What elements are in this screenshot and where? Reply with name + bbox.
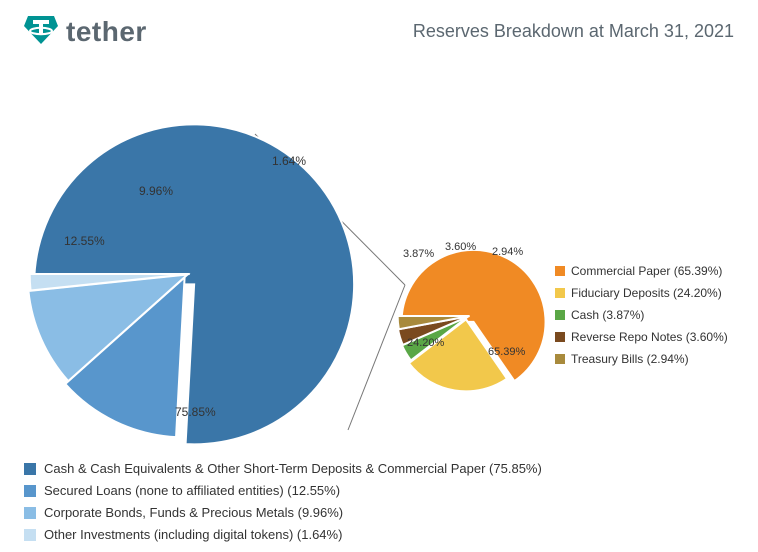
sub-legend-item-2: Cash (3.87%) xyxy=(555,304,728,326)
legend-swatch-icon xyxy=(24,529,36,541)
main-legend-item-0: Cash & Cash Equivalents & Other Short-Te… xyxy=(24,458,542,480)
main-pie-legend: Cash & Cash Equivalents & Other Short-Te… xyxy=(24,458,542,546)
legend-label: Fiduciary Deposits (24.20%) xyxy=(571,282,722,304)
legend-swatch-icon xyxy=(555,288,565,298)
legend-label: Corporate Bonds, Funds & Precious Metals… xyxy=(44,502,343,524)
legend-swatch-icon xyxy=(555,310,565,320)
legend-label: Secured Loans (none to affiliated entiti… xyxy=(44,480,340,502)
legend-swatch-icon xyxy=(24,485,36,497)
header: tether Reserves Breakdown at March 31, 2… xyxy=(24,14,734,49)
sub-legend-item-4: Treasury Bills (2.94%) xyxy=(555,348,728,370)
legend-swatch-icon xyxy=(555,266,565,276)
main-legend-item-1: Secured Loans (none to affiliated entiti… xyxy=(24,480,542,502)
connector-line-bottom xyxy=(348,285,405,430)
main-pie-label-3: 1.64% xyxy=(272,154,306,168)
main-legend-item-3: Other Investments (including digital tok… xyxy=(24,524,542,546)
legend-label: Other Investments (including digital tok… xyxy=(44,524,342,546)
legend-label: Reverse Repo Notes (3.60%) xyxy=(571,326,728,348)
sub-pie-label-4: 2.94% xyxy=(492,246,523,258)
main-legend-item-2: Corporate Bonds, Funds & Precious Metals… xyxy=(24,502,542,524)
legend-swatch-icon xyxy=(24,463,36,475)
main-pie-label-0: 75.85% xyxy=(175,405,216,419)
sub-legend-item-0: Commercial Paper (65.39%) xyxy=(555,260,728,282)
sub-legend-item-1: Fiduciary Deposits (24.20%) xyxy=(555,282,728,304)
sub-pie-label-2: 3.87% xyxy=(403,248,434,260)
brand-name: tether xyxy=(66,16,147,48)
legend-label: Cash & Cash Equivalents & Other Short-Te… xyxy=(44,458,542,480)
tether-logo-icon xyxy=(24,14,58,49)
sub-pie-legend: Commercial Paper (65.39%)Fiduciary Depos… xyxy=(555,260,728,370)
sub-pie-label-1: 24.20% xyxy=(407,337,445,349)
page-title: Reserves Breakdown at March 31, 2021 xyxy=(413,21,734,42)
legend-label: Commercial Paper (65.39%) xyxy=(571,260,722,282)
sub-legend-item-3: Reverse Repo Notes (3.60%) xyxy=(555,326,728,348)
legend-label: Treasury Bills (2.94%) xyxy=(571,348,689,370)
legend-swatch-icon xyxy=(24,507,36,519)
brand: tether xyxy=(24,14,147,49)
legend-label: Cash (3.87%) xyxy=(571,304,644,326)
sub-pie-label-3: 3.60% xyxy=(445,241,476,253)
main-pie-label-1: 12.55% xyxy=(64,234,105,248)
legend-swatch-icon xyxy=(555,332,565,342)
main-pie-label-2: 9.96% xyxy=(139,184,173,198)
sub-pie-label-0: 65.39% xyxy=(488,346,526,358)
legend-swatch-icon xyxy=(555,354,565,364)
